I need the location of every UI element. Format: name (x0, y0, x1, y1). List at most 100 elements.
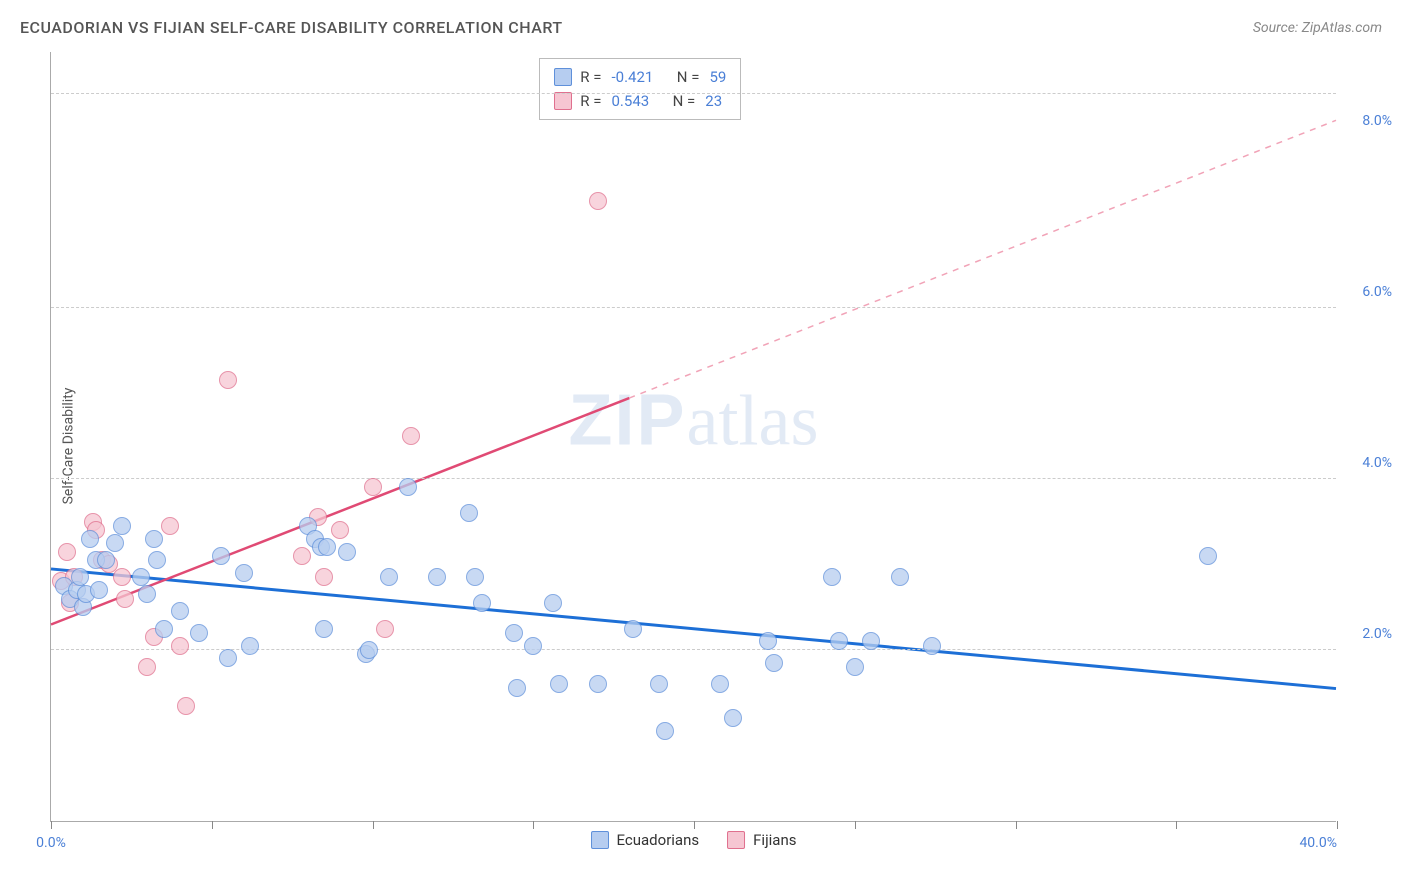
legend-item-ecuadorians: Ecuadorians (591, 831, 700, 849)
x-tick-label: 0.0% (36, 835, 66, 851)
data-point (460, 504, 478, 522)
chart-title: ECUADORIAN VS FIJIAN SELF-CARE DISABILIT… (20, 18, 563, 37)
data-point (161, 517, 179, 535)
source-label: Source: ZipAtlas.com (1253, 20, 1382, 36)
data-point (58, 543, 76, 561)
data-point (132, 568, 150, 586)
data-point (97, 551, 115, 569)
data-point (113, 517, 131, 535)
watermark: ZIPatlas (569, 380, 819, 463)
watermark-zip: ZIP (569, 381, 687, 461)
data-point (891, 568, 909, 586)
data-point (113, 568, 131, 586)
legend-label-fijians: Fijians (753, 831, 796, 849)
data-point (765, 654, 783, 672)
series-legend: Ecuadorians Fijians (591, 831, 797, 849)
data-point (656, 722, 674, 740)
data-point (823, 568, 841, 586)
stats-row-ecuadorians: R = -0.421 N = 59 (554, 65, 726, 89)
data-point (402, 427, 420, 445)
data-point (711, 675, 729, 693)
r-label: R = (580, 65, 601, 89)
data-point (293, 547, 311, 565)
x-tick (533, 821, 534, 829)
data-point (116, 590, 134, 608)
data-point (923, 637, 941, 655)
x-tick (1337, 821, 1338, 829)
data-point (241, 637, 259, 655)
data-point (624, 620, 642, 638)
y-tick-label: 4.0% (1362, 455, 1392, 471)
x-tick (212, 821, 213, 829)
x-tick (51, 821, 52, 829)
data-point (338, 543, 356, 561)
data-point (219, 649, 237, 667)
x-tick (1016, 821, 1017, 829)
data-point (364, 478, 382, 496)
legend-item-fijians: Fijians (727, 831, 796, 849)
data-point (550, 675, 568, 693)
data-point (360, 641, 378, 659)
data-point (171, 602, 189, 620)
x-tick (373, 821, 374, 829)
data-point (544, 594, 562, 612)
data-point (212, 547, 230, 565)
y-tick-label: 6.0% (1362, 284, 1392, 300)
data-point (473, 594, 491, 612)
swatch-ecuadorians (591, 831, 609, 849)
x-tick-label: 40.0% (1299, 835, 1337, 851)
data-point (399, 478, 417, 496)
x-tick (694, 821, 695, 829)
data-point (1199, 547, 1217, 565)
data-point (830, 632, 848, 650)
data-point (428, 568, 446, 586)
data-point (145, 530, 163, 548)
data-point (589, 675, 607, 693)
data-point (138, 585, 156, 603)
r-value-ecuadorians: -0.421 (612, 65, 654, 89)
gridline (51, 307, 1336, 308)
legend-label-ecuadorians: Ecuadorians (617, 831, 700, 849)
data-point (315, 568, 333, 586)
gridline (51, 478, 1336, 479)
data-point (650, 675, 668, 693)
data-point (155, 620, 173, 638)
data-point (759, 632, 777, 650)
data-point (138, 658, 156, 676)
data-point (235, 564, 253, 582)
plot-area: ZIPatlas R = -0.421 N = 59 R = 0.543 N =… (50, 52, 1336, 822)
x-tick (1176, 821, 1177, 829)
data-point (376, 620, 394, 638)
n-label: N = (677, 65, 700, 89)
swatch-fijians (554, 92, 572, 110)
data-point (219, 371, 237, 389)
stats-legend: R = -0.421 N = 59 R = 0.543 N = 23 (539, 58, 741, 120)
data-point (505, 624, 523, 642)
data-point (90, 581, 108, 599)
n-value-ecuadorians: 59 (709, 65, 726, 89)
data-point (171, 637, 189, 655)
y-tick-label: 8.0% (1362, 113, 1392, 129)
trendlines (51, 52, 1336, 821)
watermark-atlas: atlas (687, 381, 819, 461)
data-point (846, 658, 864, 676)
data-point (106, 534, 124, 552)
swatch-ecuadorians (554, 68, 572, 86)
data-point (177, 697, 195, 715)
gridline (51, 93, 1336, 94)
swatch-fijians (727, 831, 745, 849)
data-point (589, 192, 607, 210)
data-point (508, 679, 526, 697)
data-point (71, 568, 89, 586)
data-point (524, 637, 542, 655)
y-tick-label: 2.0% (1362, 626, 1392, 642)
data-point (190, 624, 208, 642)
data-point (724, 709, 742, 727)
data-point (81, 530, 99, 548)
data-point (318, 538, 336, 556)
data-point (380, 568, 398, 586)
x-tick (855, 821, 856, 829)
data-point (862, 632, 880, 650)
data-point (148, 551, 166, 569)
data-point (315, 620, 333, 638)
